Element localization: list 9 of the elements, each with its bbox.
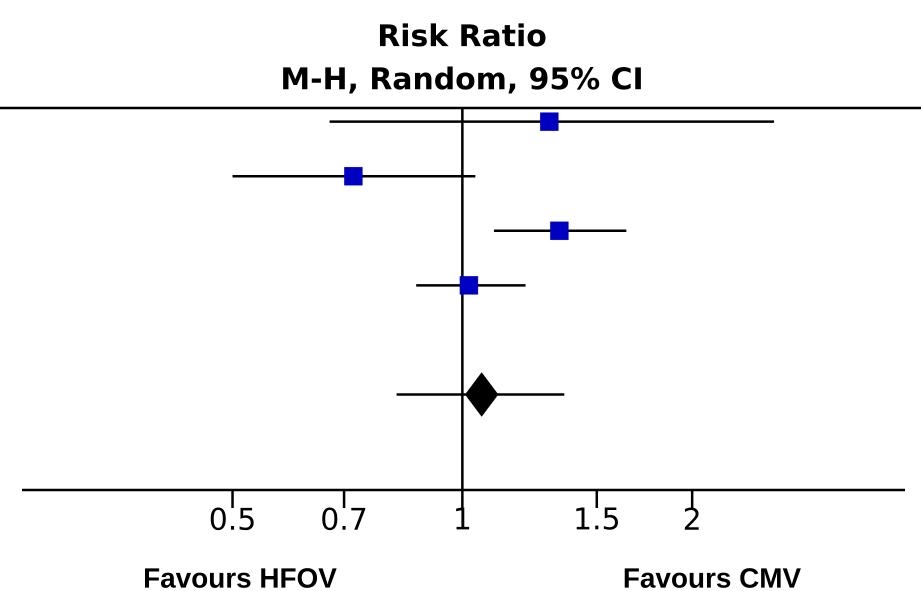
x-tick-label: 1 xyxy=(456,508,470,530)
x-tick-label: 0.5 xyxy=(210,508,254,530)
chart-subtitle: M-H, Random, 95% CI xyxy=(283,66,641,94)
text: Favours HFOV xyxy=(144,568,337,588)
chart-title: Risk Ratio xyxy=(380,23,546,47)
x-tick-label: 1.5 xyxy=(576,508,618,530)
text: Favours CMV xyxy=(624,568,801,588)
x-tick-label: 0.7 xyxy=(322,508,366,530)
x-tick-label: 2 xyxy=(684,508,699,530)
